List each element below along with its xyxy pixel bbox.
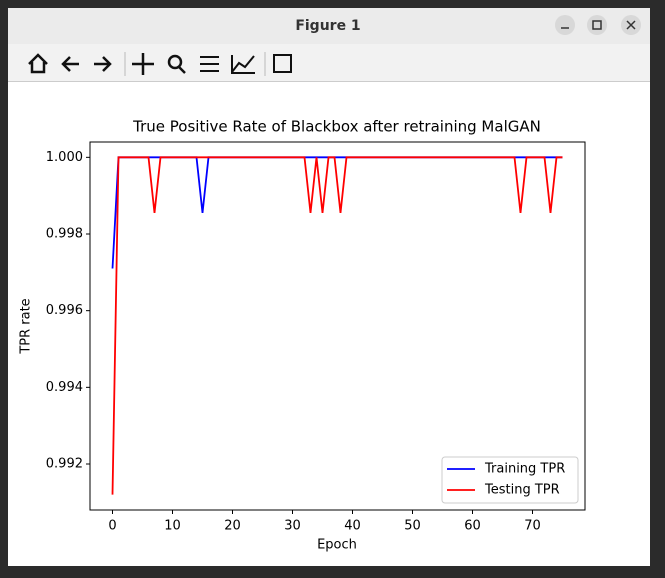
x-tick-label: 70 xyxy=(524,519,541,534)
series-line xyxy=(111,156,563,495)
y-tick-label: 0.992 xyxy=(46,457,83,472)
save-button[interactable] xyxy=(273,54,292,73)
zoom-handle xyxy=(178,66,186,74)
y-tick-label: 0.996 xyxy=(46,303,83,318)
y-axis-label: TPR rate xyxy=(19,298,34,354)
maximize-button[interactable] xyxy=(587,15,607,35)
window-title: Figure 1 xyxy=(295,18,360,34)
chart-title: True Positive Rate of Blackbox after ret… xyxy=(132,118,541,136)
back-button[interactable] xyxy=(61,56,79,72)
legend-box xyxy=(441,456,579,504)
configure-button[interactable] xyxy=(200,56,219,72)
pan-button[interactable] xyxy=(132,53,154,75)
y-tick-label: 0.998 xyxy=(46,227,83,242)
title-bar xyxy=(8,8,650,44)
minimize-button[interactable] xyxy=(555,15,575,35)
x-tick-label: 50 xyxy=(404,519,421,534)
close-icon xyxy=(626,20,636,30)
x-tick-label: 0 xyxy=(108,519,116,534)
zoom-button[interactable] xyxy=(167,54,183,70)
plot-frame xyxy=(89,141,586,511)
y-tick-label: 0.994 xyxy=(46,380,83,395)
x-tick-label: 20 xyxy=(224,519,241,534)
toolbar-icons xyxy=(28,53,292,75)
home-button[interactable] xyxy=(28,53,48,74)
window-buttons[interactable] xyxy=(555,15,641,35)
x-tick-label: 40 xyxy=(344,519,361,534)
edit-axes-button[interactable] xyxy=(231,55,255,74)
toolbar xyxy=(8,44,650,82)
figure: True Positive Rate of Blackbox after ret… xyxy=(19,118,541,553)
y-tick-label: 1.000 xyxy=(46,150,83,165)
legend-label: Training TPR xyxy=(484,462,565,477)
x-tick-label: 30 xyxy=(284,519,301,534)
forward-button[interactable] xyxy=(94,56,112,72)
maximize-icon xyxy=(592,20,602,30)
x-tick-label: 60 xyxy=(464,519,481,534)
legend-label: Testing TPR xyxy=(484,483,560,498)
x-tick-label: 10 xyxy=(164,519,181,534)
x-axis-label: Epoch xyxy=(317,538,357,553)
